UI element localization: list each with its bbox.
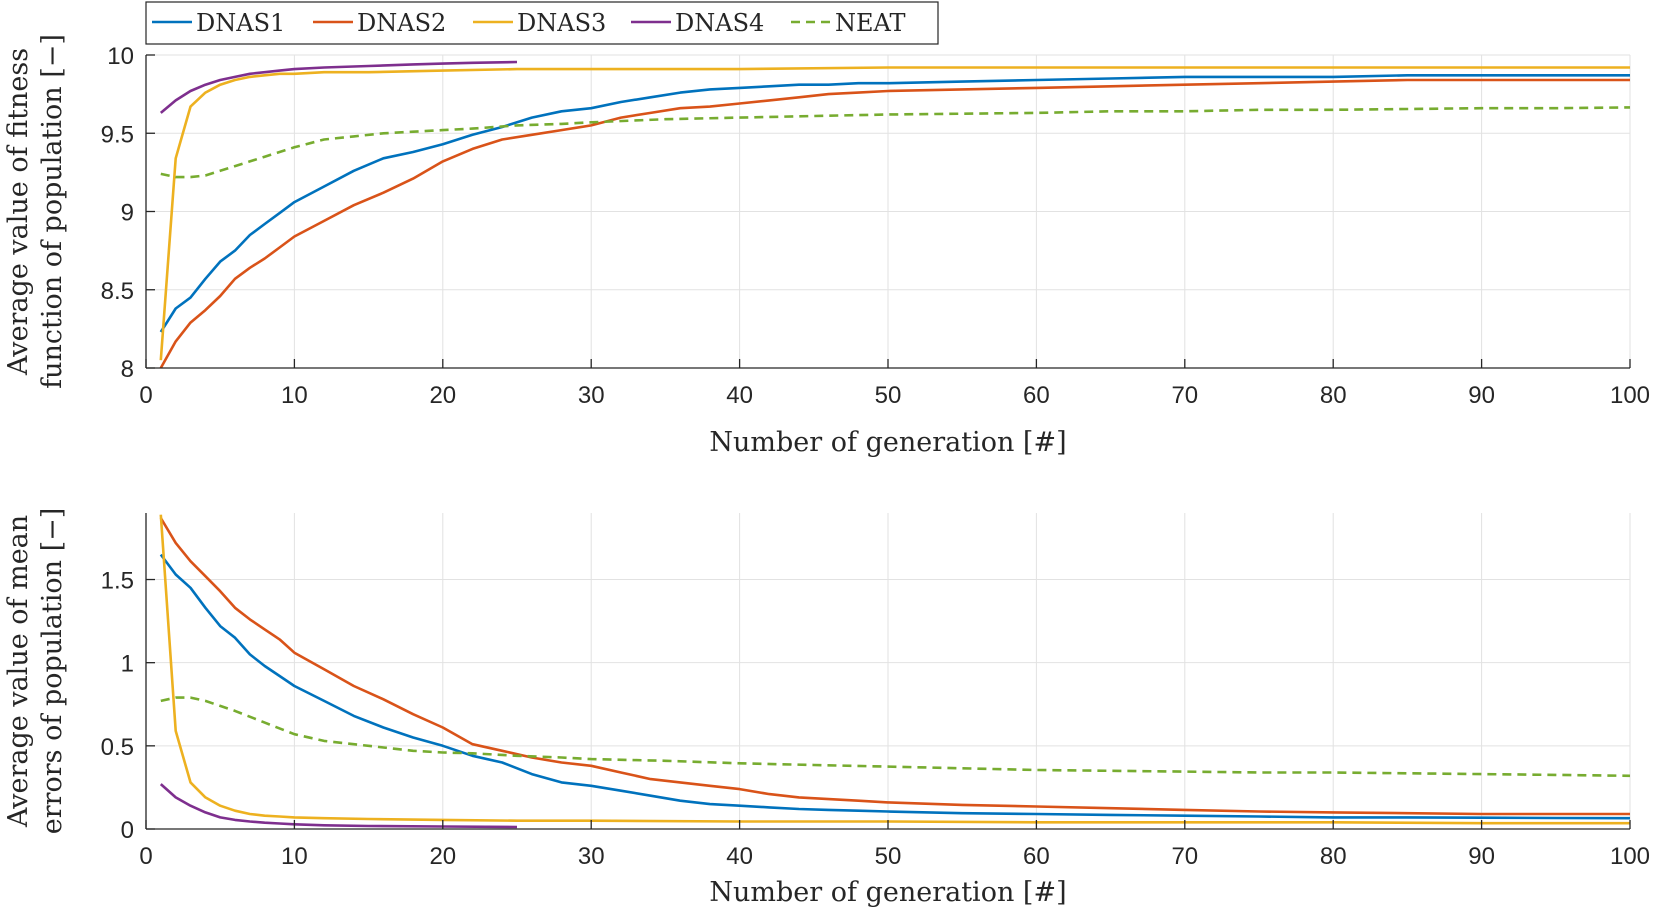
x-tick-label: 70 [1171, 382, 1198, 409]
series-line-neat [160, 696, 1631, 778]
x-tick-label: 60 [1023, 843, 1050, 870]
legend-item-dnas2: DNAS2 [313, 9, 446, 37]
y-tick-label: 1.5 [101, 568, 134, 595]
x-tick-label: 80 [1320, 843, 1347, 870]
x-tick-label: 90 [1468, 382, 1495, 409]
x-tick-label: 30 [578, 843, 605, 870]
x-tick-label: 10 [281, 382, 308, 409]
grid [145, 513, 1631, 830]
y-tick-label: 8 [121, 356, 134, 383]
x-tick-label: 50 [875, 843, 902, 870]
fitness-chart: 0 10 20 30 40 50 60 70 80 90 100 8 8.5 9 9.5 10 Number o… [3, 34, 1650, 458]
y-axis-label-line1: Average value of mean [3, 515, 34, 828]
series-group [159, 514, 1631, 829]
x-tick-label: 80 [1320, 382, 1347, 409]
series-line-dnas1 [159, 553, 1631, 820]
y-axis-label-line2: errors of population [−] [37, 508, 68, 835]
y-axis-label-line1: Average value of fitness [3, 48, 34, 376]
legend-label: NEAT [835, 9, 906, 37]
series-line-neat [160, 106, 1631, 179]
x-tick-label: 0 [139, 843, 152, 870]
y-tick-label: 0.5 [101, 734, 134, 761]
x-tick-label: 0 [139, 382, 152, 409]
y-axis-label-line2: function of population [−] [37, 34, 68, 389]
x-tick-label: 60 [1023, 382, 1050, 409]
series-group [159, 60, 1631, 369]
legend-label: DNAS3 [517, 9, 606, 37]
y-tick-label: 9.5 [101, 121, 134, 148]
legend-item-neat: NEAT [791, 9, 906, 37]
legend-item-dnas1: DNAS1 [152, 9, 285, 37]
x-tick-label: 20 [429, 382, 456, 409]
x-tick-label: 90 [1468, 843, 1495, 870]
x-tick-label: 40 [726, 382, 753, 409]
x-tick-label: 40 [726, 843, 753, 870]
legend-label: DNAS2 [357, 9, 446, 37]
x-tick-label: 50 [875, 382, 902, 409]
series-line-dnas4 [159, 60, 518, 114]
legend: DNAS1 DNAS2 DNAS3 DNAS4 NEAT [145, 1, 939, 45]
grid [145, 54, 1631, 369]
x-tick-label: 70 [1171, 843, 1198, 870]
series-line-dnas2 [159, 78, 1630, 369]
x-axis-label: Number of generation [#] [709, 877, 1066, 908]
x-axis-label: Number of generation [#] [709, 427, 1066, 458]
x-tick-label: 100 [1610, 843, 1650, 870]
series-line-dnas1 [159, 74, 1630, 333]
x-tick-label: 20 [429, 843, 456, 870]
legend-item-dnas3: DNAS3 [473, 9, 606, 37]
x-tick-label: 30 [578, 382, 605, 409]
y-tick-label: 9 [121, 200, 134, 227]
x-tick-label: 10 [281, 843, 308, 870]
legend-item-dnas4: DNAS4 [631, 9, 764, 37]
x-tick-label: 100 [1610, 382, 1650, 409]
series-line-dnas4 [159, 783, 518, 829]
legend-label: DNAS4 [675, 9, 764, 37]
series-line-dnas2 [159, 517, 1630, 816]
y-tick-label: 10 [107, 43, 134, 70]
y-tick-label: 0 [121, 817, 134, 844]
series-line-dnas3 [159, 66, 1630, 361]
error-chart: 0 10 20 30 40 50 60 70 80 90 100 0 0.5 1 1.5 Number of … [3, 508, 1650, 908]
y-tick-label: 8.5 [101, 278, 134, 305]
y-tick-label: 1 [121, 651, 134, 678]
legend-label: DNAS1 [196, 9, 285, 37]
series-line-dnas3 [159, 514, 1630, 825]
